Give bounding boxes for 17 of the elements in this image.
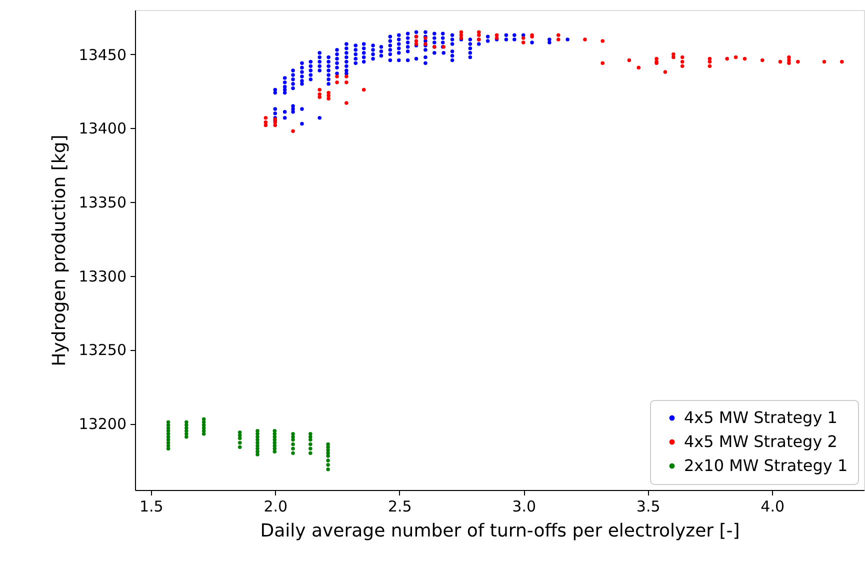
x-tick-label: 3.0 (512, 498, 536, 516)
x-tick-label: 1.5 (139, 498, 164, 516)
x-tick-label: 2.5 (388, 498, 412, 516)
x-tick-label: 3.5 (636, 498, 660, 516)
x-tick-label: 4.0 (760, 498, 784, 516)
legend-label: 4x5 MW Strategy 2 (684, 432, 838, 451)
y-tick-label: 13450 (78, 46, 126, 64)
y-tick-label: 13250 (78, 341, 126, 360)
y-axis-title: Hydrogen production [kg] (48, 134, 70, 366)
y-tick-label: 13400 (78, 120, 126, 138)
y-tick-label: 13350 (78, 194, 126, 212)
legend-label: 4x5 MW Strategy 1 (684, 408, 838, 427)
x-tick-label: 2.0 (264, 498, 288, 516)
y-tick-label: 13300 (78, 267, 126, 286)
y-tick-label: 13200 (78, 415, 126, 434)
x-axis-title: Daily average number of turn-offs per electrolyzer [-] (260, 520, 740, 542)
legend-label: 2x10 MW Strategy 1 (684, 456, 848, 475)
